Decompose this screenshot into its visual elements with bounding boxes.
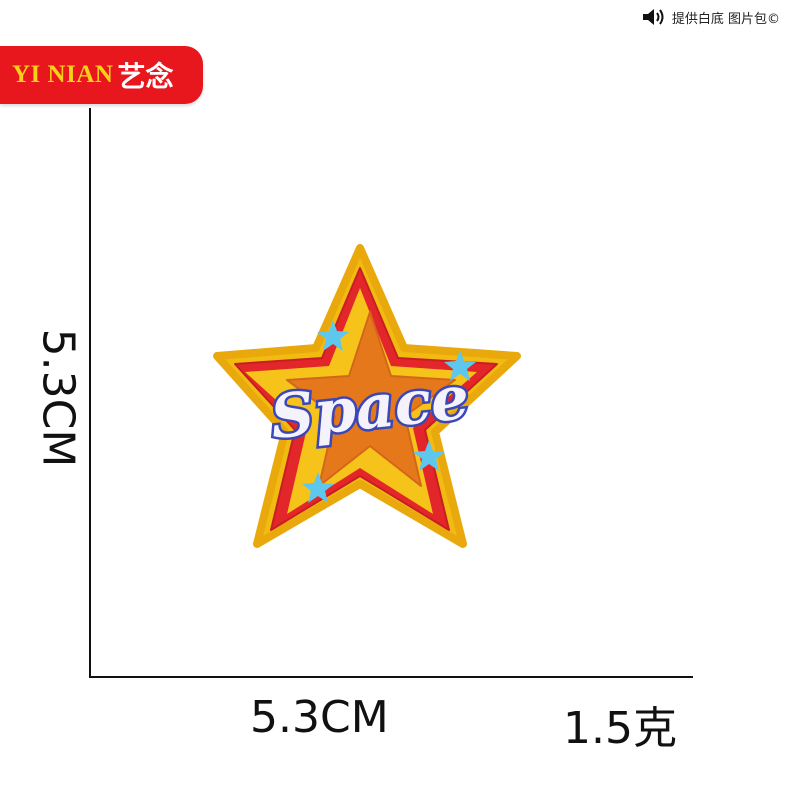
height-dimension-label: 5.3CM <box>32 328 84 468</box>
watermark-text: 提供白底 图片包© <box>671 11 780 27</box>
space-star-patch: Space <box>213 244 521 548</box>
weight-label: 1.5克 <box>563 703 677 754</box>
brand-latin: YI NIAN <box>12 61 114 88</box>
brand-cjk: 艺念 <box>117 60 174 93</box>
patch-orange-star <box>286 311 456 487</box>
small-star-icon <box>302 472 334 503</box>
small-star-icon <box>444 350 476 381</box>
speaker-icon <box>642 9 664 25</box>
watermark: 提供白底 图片包© <box>641 6 780 28</box>
small-star-icon <box>317 320 349 351</box>
horizontal-axis <box>89 676 693 678</box>
vertical-axis <box>89 108 91 678</box>
width-dimension-label: 5.3CM <box>250 692 389 743</box>
brand-logo: YI NIAN 艺念 <box>0 46 203 104</box>
small-star-icon <box>413 440 445 471</box>
